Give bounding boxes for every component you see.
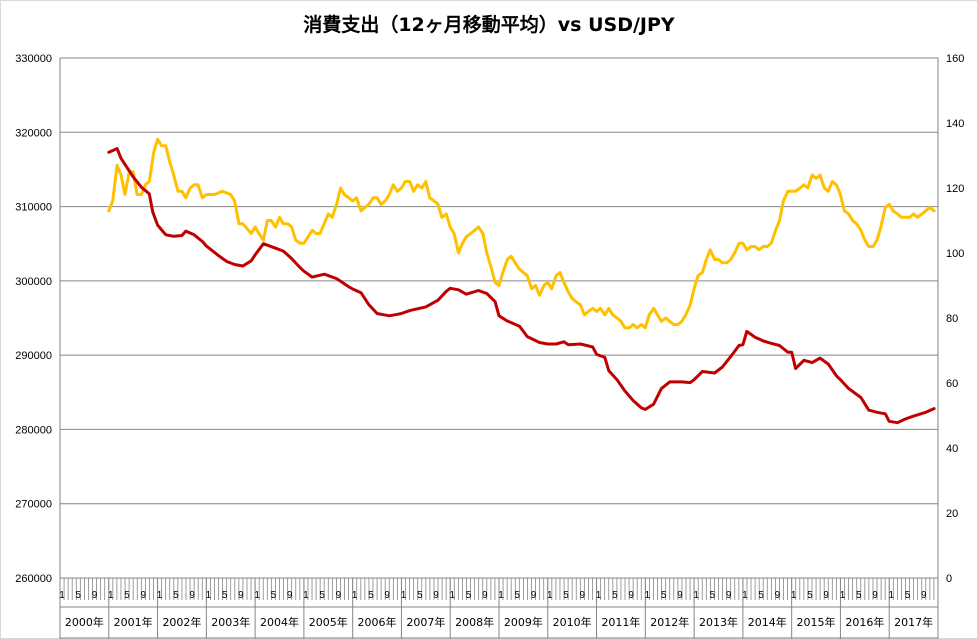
x-month-label: 1 (206, 590, 212, 601)
x-month-label: 9 (336, 590, 342, 601)
x-month-label: 5 (661, 590, 667, 601)
x-month-label: 5 (76, 590, 82, 601)
x-month-label: 9 (482, 590, 488, 601)
x-month-label: 5 (758, 590, 764, 601)
x-year-label: 2008年 (455, 615, 494, 629)
x-month-label: 5 (222, 590, 228, 601)
x-month-label: 9 (531, 590, 537, 601)
y-left-tick-label: 300000 (15, 276, 52, 288)
x-month-label: 5 (563, 590, 569, 601)
x-month-label: 5 (466, 590, 472, 601)
x-year-label: 2016年 (845, 615, 884, 629)
x-month-label: 5 (807, 590, 813, 601)
x-year-label: 2012年 (650, 615, 689, 629)
x-month-label: 1 (596, 590, 602, 601)
x-year-label: 2002年 (162, 615, 201, 629)
x-month-label: 9 (677, 590, 683, 601)
series-line-consumption (107, 147, 936, 425)
x-month-label: 5 (271, 590, 277, 601)
x-month-label: 5 (856, 590, 862, 601)
x-year-label: 2009年 (504, 615, 543, 629)
x-month-label: 1 (303, 590, 309, 601)
y-left-tick-label: 270000 (15, 499, 52, 511)
x-year-label: 2014年 (748, 615, 787, 629)
x-month-label: 1 (449, 590, 455, 601)
x-year-label: 2000年 (65, 615, 104, 629)
x-year-label: 2011年 (601, 615, 640, 629)
x-month-label: 1 (645, 590, 651, 601)
x-month-label: 1 (352, 590, 358, 601)
x-month-label: 5 (515, 590, 521, 601)
x-month-label: 9 (433, 590, 439, 601)
x-year-label: 2001年 (114, 615, 153, 629)
x-year-label: 2007年 (406, 615, 445, 629)
y-right-tick-label: 160 (946, 53, 964, 65)
y-left-tick-label: 310000 (15, 202, 52, 214)
x-month-label: 1 (888, 590, 894, 601)
x-month-label: 9 (384, 590, 390, 601)
y-right-tick-label: 140 (946, 118, 964, 130)
x-year-label: 2015年 (797, 615, 836, 629)
x-month-label: 9 (580, 590, 586, 601)
x-month-label: 5 (368, 590, 374, 601)
x-month-label: 9 (238, 590, 244, 601)
x-month-label: 1 (498, 590, 504, 601)
x-month-label: 1 (401, 590, 407, 601)
x-month-label: 5 (905, 590, 911, 601)
x-month-label: 5 (612, 590, 618, 601)
x-month-label: 9 (921, 590, 927, 601)
x-month-label: 1 (108, 590, 114, 601)
series-line-usdjpy (107, 137, 936, 330)
x-month-label: 5 (417, 590, 423, 601)
x-month-label: 9 (141, 590, 147, 601)
x-month-label: 1 (840, 590, 846, 601)
x-year-label: 2017年 (894, 615, 933, 629)
y-left-tick-label: 290000 (15, 350, 52, 362)
x-month-label: 1 (157, 590, 163, 601)
series-lines (107, 137, 936, 425)
x-month-label: 5 (710, 590, 716, 601)
x-month-label: 9 (189, 590, 195, 601)
y-left-tick-label: 330000 (15, 53, 52, 65)
x-month-label: 9 (287, 590, 293, 601)
y-right-tick-label: 20 (946, 508, 958, 520)
x-month-label: 1 (59, 590, 65, 601)
y-axis-right-labels: 0 20 40 60 80 100 120 140 160 (946, 53, 964, 585)
x-month-label: 9 (823, 590, 829, 601)
x-month-label: 9 (628, 590, 634, 601)
x-month-label: 9 (92, 590, 98, 601)
y-right-tick-label: 0 (946, 573, 952, 585)
x-year-label: 2010年 (553, 615, 592, 629)
x-month-label: 1 (547, 590, 553, 601)
y-left-tick-label: 320000 (15, 127, 52, 139)
x-month-label: 5 (319, 590, 325, 601)
y-right-tick-label: 40 (946, 443, 958, 455)
y-right-tick-label: 60 (946, 378, 958, 390)
chart-title: 消費支出（12ヶ月移動平均）vs USD/JPY (303, 13, 675, 36)
y-left-tick-label: 280000 (15, 424, 52, 436)
x-year-label: 2005年 (309, 615, 348, 629)
x-month-label: 1 (693, 590, 699, 601)
x-month-label: 9 (872, 590, 878, 601)
x-year-label: 2003年 (211, 615, 250, 629)
x-month-label: 1 (742, 590, 748, 601)
x-month-label: 1 (791, 590, 797, 601)
y-axis-left-labels: 260000 270000 280000 290000 300000 310000 3200… (15, 53, 52, 585)
y-right-tick-label: 120 (946, 183, 964, 195)
x-month-label: 5 (124, 590, 130, 601)
x-year-label: 2006年 (358, 615, 397, 629)
x-year-label: 2013年 (699, 615, 738, 629)
y-right-tick-label: 80 (946, 313, 958, 325)
x-month-label: 9 (726, 590, 732, 601)
x-month-label: 5 (173, 590, 179, 601)
y-right-tick-label: 100 (946, 248, 964, 260)
y-left-tick-label: 260000 (15, 573, 52, 585)
x-month-label: 1 (254, 590, 260, 601)
x-year-label: 2004年 (260, 615, 299, 629)
x-month-label: 9 (775, 590, 781, 601)
